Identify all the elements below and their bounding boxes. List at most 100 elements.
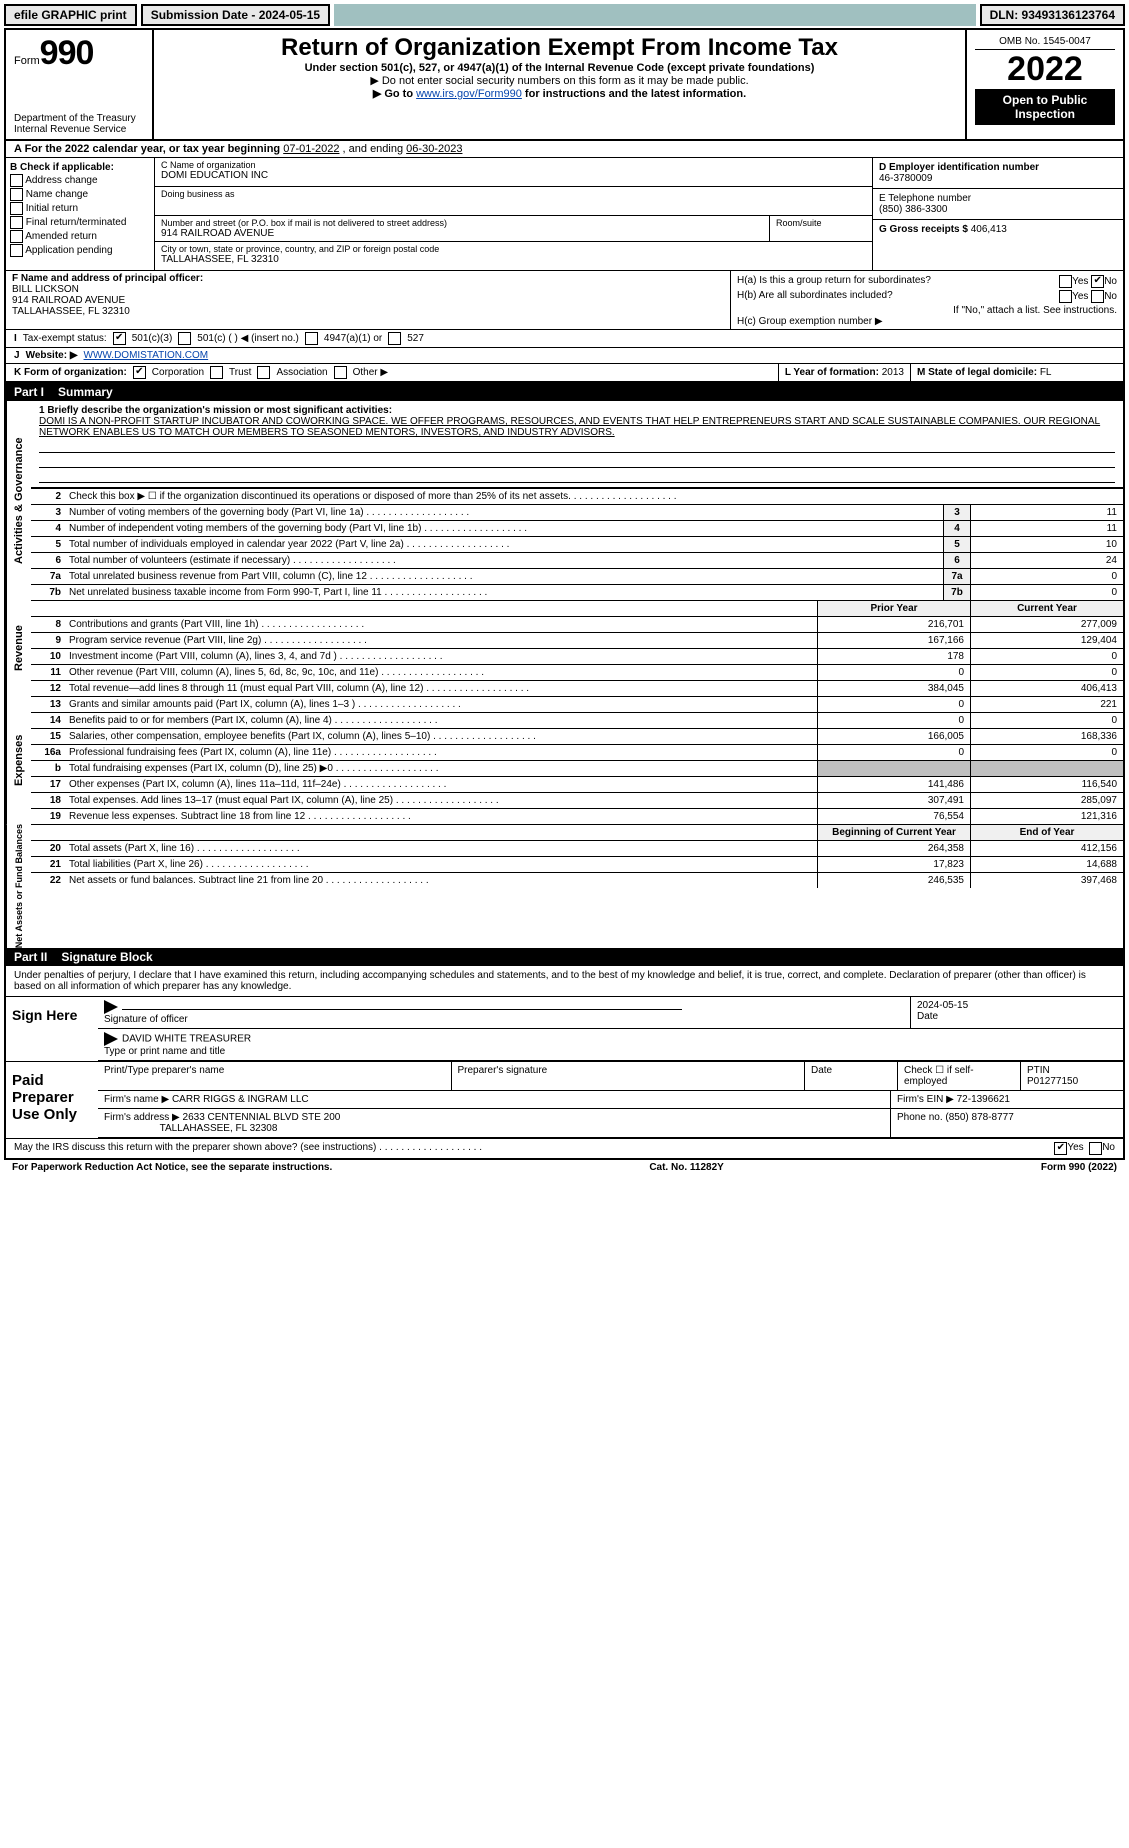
chk-amended-return[interactable]: Amended return bbox=[10, 230, 150, 243]
f-lbl: F Name and address of principal officer: bbox=[12, 273, 203, 284]
c-name-lbl: C Name of organization bbox=[161, 160, 866, 170]
mission-text: DOMI IS A NON-PROFIT STARTUP INCUBATOR A… bbox=[39, 416, 1100, 438]
chk-4947[interactable] bbox=[305, 332, 318, 345]
opt-501c: 501(c) ( ) ◀ (insert no.) bbox=[197, 333, 299, 344]
boy-hdr: Beginning of Current Year bbox=[817, 825, 970, 840]
form-title: Return of Organization Exempt From Incom… bbox=[162, 34, 957, 62]
chk-other[interactable] bbox=[334, 366, 347, 379]
prep-date-hdr: Date bbox=[805, 1062, 898, 1090]
firm-ein: 72-1396621 bbox=[957, 1094, 1010, 1105]
table-row: 6Total number of volunteers (estimate if… bbox=[31, 552, 1123, 568]
paid-preparer-label: Paid Preparer Use Only bbox=[6, 1062, 98, 1138]
table-row: 10Investment income (Part VIII, column (… bbox=[31, 648, 1123, 664]
ptin-lbl: PTIN bbox=[1027, 1065, 1050, 1076]
footer: For Paperwork Reduction Act Notice, see … bbox=[4, 1160, 1125, 1175]
prior-year-hdr: Prior Year bbox=[817, 601, 970, 616]
chk-trust[interactable] bbox=[210, 366, 223, 379]
table-row: 12Total revenue—add lines 8 through 11 (… bbox=[31, 680, 1123, 696]
print-name-lbl: Type or print name and title bbox=[104, 1046, 225, 1057]
firm-ein-lbl: Firm's EIN ▶ bbox=[897, 1094, 954, 1105]
city-state-zip: TALLAHASSEE, FL 32310 bbox=[161, 254, 866, 265]
website-link[interactable]: WWW.DOMISTATION.COM bbox=[84, 350, 209, 361]
opt-4947: 4947(a)(1) or bbox=[324, 333, 382, 344]
discuss-q: May the IRS discuss this return with the… bbox=[14, 1142, 1054, 1155]
chk-address-change[interactable]: Address change bbox=[10, 174, 150, 187]
l-lbl: L Year of formation: bbox=[785, 367, 879, 378]
firm-addr-lbl: Firm's address ▶ bbox=[104, 1112, 180, 1123]
side-governance: Activities & Governance bbox=[6, 401, 31, 600]
ha-yes[interactable] bbox=[1059, 275, 1072, 288]
discuss-row: May the IRS discuss this return with the… bbox=[6, 1138, 1123, 1158]
discuss-no-chk[interactable] bbox=[1089, 1142, 1102, 1155]
chk-association[interactable] bbox=[257, 366, 270, 379]
top-bar: efile GRAPHIC print Submission Date - 20… bbox=[4, 4, 1125, 26]
k-lbl: K Form of organization: bbox=[14, 367, 127, 378]
arrow-icon bbox=[104, 1000, 118, 1014]
firm-phone-lbl: Phone no. bbox=[897, 1112, 943, 1123]
form-header: Form990 Department of the Treasury Inter… bbox=[6, 30, 1123, 141]
row-j: J Website: ▶ WWW.DOMISTATION.COM bbox=[6, 348, 1123, 364]
chk-501c3[interactable] bbox=[113, 332, 126, 345]
sign-date: 2024-05-15 bbox=[917, 1000, 968, 1011]
chk-application-pending[interactable]: Application pending bbox=[10, 244, 150, 257]
part-ii-title: Signature Block bbox=[61, 950, 152, 964]
chk-initial-return[interactable]: Initial return bbox=[10, 202, 150, 215]
summary-nab: Net Assets or Fund Balances Beginning of… bbox=[6, 824, 1123, 948]
hc-q: H(c) Group exemption number ▶ bbox=[737, 316, 1117, 327]
omb-number: OMB No. 1545-0047 bbox=[975, 34, 1115, 50]
opt-corp: Corporation bbox=[152, 367, 204, 378]
eoy-hdr: End of Year bbox=[970, 825, 1123, 840]
chk-name-change[interactable]: Name change bbox=[10, 188, 150, 201]
addr-lbl: Number and street (or P.O. box if mail i… bbox=[161, 218, 763, 228]
part-i-num: Part I bbox=[14, 385, 44, 399]
table-row: 8Contributions and grants (Part VIII, li… bbox=[31, 616, 1123, 632]
table-row: 19Revenue less expenses. Subtract line 1… bbox=[31, 808, 1123, 824]
current-year-hdr: Current Year bbox=[970, 601, 1123, 616]
paid-preparer-row: Paid Preparer Use Only Print/Type prepar… bbox=[6, 1061, 1123, 1138]
dln: DLN: 93493136123764 bbox=[980, 4, 1125, 26]
table-row: 22Net assets or fund balances. Subtract … bbox=[31, 872, 1123, 888]
opt-other: Other ▶ bbox=[353, 367, 388, 378]
line-a-mid: , and ending bbox=[343, 143, 407, 155]
year-formation: 2013 bbox=[882, 367, 904, 378]
goto-post: for instructions and the latest informat… bbox=[522, 88, 746, 100]
col-deg: D Employer identification number 46-3780… bbox=[872, 158, 1123, 270]
table-row: 3Number of voting members of the governi… bbox=[31, 504, 1123, 520]
ein-lbl: D Employer identification number bbox=[879, 162, 1039, 173]
ha-no[interactable] bbox=[1091, 275, 1104, 288]
tax-year-begin: 07-01-2022 bbox=[283, 143, 339, 155]
chk-final-return[interactable]: Final return/terminated bbox=[10, 216, 150, 229]
opt-trust: Trust bbox=[229, 367, 251, 378]
table-row: 2Check this box ▶ ☐ if the organization … bbox=[31, 488, 1123, 504]
summary-gov: Activities & Governance 1 Briefly descri… bbox=[6, 401, 1123, 600]
chk-501c[interactable] bbox=[178, 332, 191, 345]
opt-501c3: 501(c)(3) bbox=[132, 333, 173, 344]
opt-assoc: Association bbox=[276, 367, 327, 378]
street-address: 914 RAILROAD AVENUE bbox=[161, 228, 763, 239]
gross-receipts-value: 406,413 bbox=[971, 224, 1007, 235]
hb-no[interactable] bbox=[1091, 290, 1104, 303]
goto-pre: ▶ Go to bbox=[373, 88, 416, 100]
discuss-yes: Yes bbox=[1067, 1142, 1083, 1155]
table-row: bTotal fundraising expenses (Part IX, co… bbox=[31, 760, 1123, 776]
efile-tag: efile GRAPHIC print bbox=[4, 4, 137, 26]
b-label: B Check if applicable: bbox=[10, 162, 114, 173]
tax-exempt-lbl: Tax-exempt status: bbox=[23, 333, 107, 344]
col-f: F Name and address of principal officer:… bbox=[6, 271, 730, 329]
dba-lbl: Doing business as bbox=[161, 189, 866, 199]
section-fh: F Name and address of principal officer:… bbox=[6, 271, 1123, 330]
ha-q: H(a) Is this a group return for subordin… bbox=[737, 275, 931, 288]
side-revenue: Revenue bbox=[6, 600, 31, 696]
sig-of-officer-lbl: Signature of officer bbox=[104, 1014, 188, 1025]
discuss-yes-chk[interactable] bbox=[1054, 1142, 1067, 1155]
line-a-prefix: A For the 2022 calendar year, or tax yea… bbox=[14, 143, 283, 155]
chk-527[interactable] bbox=[388, 332, 401, 345]
sign-here-label: Sign Here bbox=[6, 997, 98, 1061]
goto-note: ▶ Go to www.irs.gov/Form990 for instruct… bbox=[162, 87, 957, 100]
chk-corporation[interactable] bbox=[133, 366, 146, 379]
irs-link[interactable]: www.irs.gov/Form990 bbox=[416, 88, 522, 100]
table-row: 7aTotal unrelated business revenue from … bbox=[31, 568, 1123, 584]
hb-yes[interactable] bbox=[1059, 290, 1072, 303]
phone-lbl: E Telephone number bbox=[879, 193, 971, 204]
table-row: 17Other expenses (Part IX, column (A), l… bbox=[31, 776, 1123, 792]
